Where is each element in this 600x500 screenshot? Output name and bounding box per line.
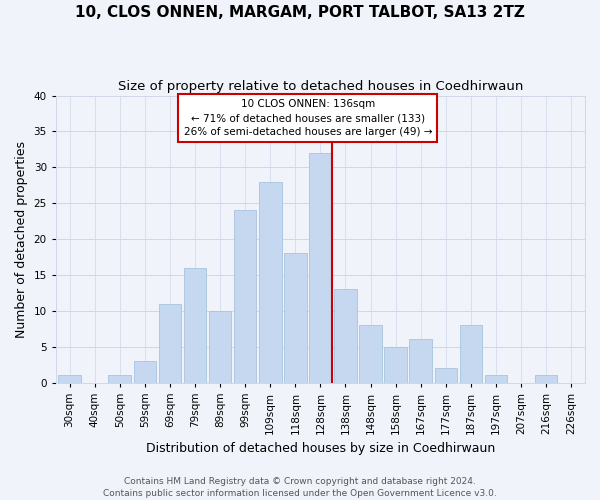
Text: Contains HM Land Registry data © Crown copyright and database right 2024.
Contai: Contains HM Land Registry data © Crown c…: [103, 476, 497, 498]
Bar: [385, 346, 407, 382]
Title: Size of property relative to detached houses in Coedhirwaun: Size of property relative to detached ho…: [118, 80, 523, 93]
Bar: [109, 376, 131, 382]
Y-axis label: Number of detached properties: Number of detached properties: [15, 140, 28, 338]
Bar: [309, 153, 332, 382]
Bar: [234, 210, 256, 382]
Bar: [58, 376, 81, 382]
Text: 10 CLOS ONNEN: 136sqm
← 71% of detached houses are smaller (133)
26% of semi-det: 10 CLOS ONNEN: 136sqm ← 71% of detached …: [184, 99, 432, 137]
Bar: [134, 361, 156, 382]
Bar: [284, 254, 307, 382]
Bar: [334, 290, 357, 382]
X-axis label: Distribution of detached houses by size in Coedhirwaun: Distribution of detached houses by size …: [146, 442, 495, 455]
Bar: [409, 340, 432, 382]
Bar: [485, 376, 507, 382]
Bar: [359, 325, 382, 382]
Bar: [434, 368, 457, 382]
Bar: [460, 325, 482, 382]
Bar: [209, 311, 232, 382]
Text: 10, CLOS ONNEN, MARGAM, PORT TALBOT, SA13 2TZ: 10, CLOS ONNEN, MARGAM, PORT TALBOT, SA1…: [75, 5, 525, 20]
Bar: [158, 304, 181, 382]
Bar: [259, 182, 281, 382]
Bar: [535, 376, 557, 382]
Bar: [184, 268, 206, 382]
